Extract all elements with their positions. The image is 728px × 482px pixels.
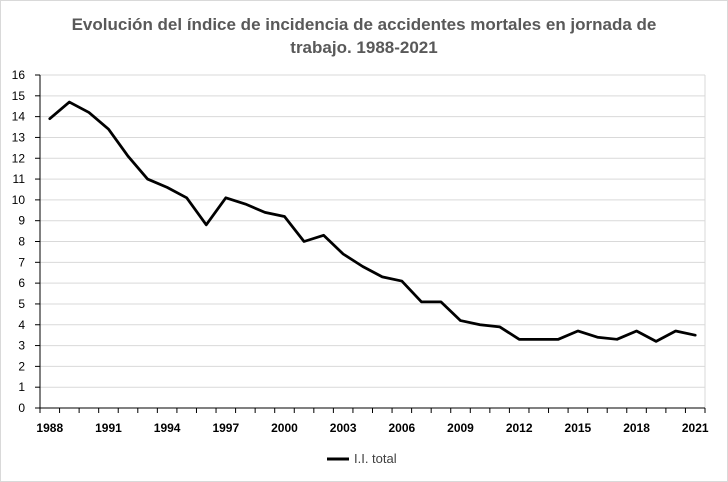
y-tick-label-15: 15 — [12, 89, 26, 103]
y-tick-label-12: 12 — [12, 151, 26, 165]
x-tick-label-1994: 1994 — [154, 421, 181, 435]
gridlines — [40, 74, 706, 408]
y-tick-label-2: 2 — [18, 359, 25, 373]
y-tick-label-13: 13 — [12, 130, 26, 144]
y-tick-label-10: 10 — [12, 193, 26, 207]
chart-title: Evolución del índice de incidencia de ac… — [72, 15, 657, 57]
y-tick-label-8: 8 — [18, 235, 25, 249]
x-tick-label-2012: 2012 — [506, 421, 533, 435]
x-tick-label-2021: 2021 — [682, 421, 709, 435]
chart-title-line-1: Evolución del índice de incidencia de ac… — [72, 15, 657, 34]
x-tick-label-2003: 2003 — [330, 421, 357, 435]
y-tick-label-14: 14 — [12, 110, 26, 124]
chart-title-line-2: trabajo. 1988-2021 — [290, 38, 437, 57]
series-group — [48, 100, 697, 343]
x-tick-label-2018: 2018 — [623, 421, 650, 435]
y-tick-label-5: 5 — [18, 297, 25, 311]
x-tick-label-2009: 2009 — [447, 421, 474, 435]
legend-label: I.I. total — [354, 451, 397, 466]
x-tick-label-1997: 1997 — [212, 421, 239, 435]
series-line-0 — [48, 100, 697, 343]
y-tick-label-7: 7 — [18, 255, 25, 269]
x-tick-label-1988: 1988 — [36, 421, 63, 435]
x-axis-tick-labels: 1988 1991 1994 1997 2000 2003 2006 2009 2012 2015… — [36, 421, 708, 435]
y-tick-label-9: 9 — [18, 214, 25, 228]
chart-legend: I.I. total — [327, 451, 397, 466]
y-tick-label-1: 1 — [18, 380, 25, 394]
y-tick-label-4: 4 — [18, 318, 25, 332]
y-tick-label-0: 0 — [18, 401, 25, 415]
x-tick-label-2015: 2015 — [565, 421, 592, 435]
x-tick-label-2000: 2000 — [271, 421, 298, 435]
axes — [35, 74, 706, 413]
x-tick-label-1991: 1991 — [95, 421, 122, 435]
y-tick-label-6: 6 — [18, 276, 25, 290]
y-tick-label-11: 11 — [13, 172, 26, 186]
x-tick-label-2006: 2006 — [388, 421, 415, 435]
y-tick-label-16: 16 — [12, 68, 26, 82]
y-tick-label-3: 3 — [18, 339, 25, 353]
